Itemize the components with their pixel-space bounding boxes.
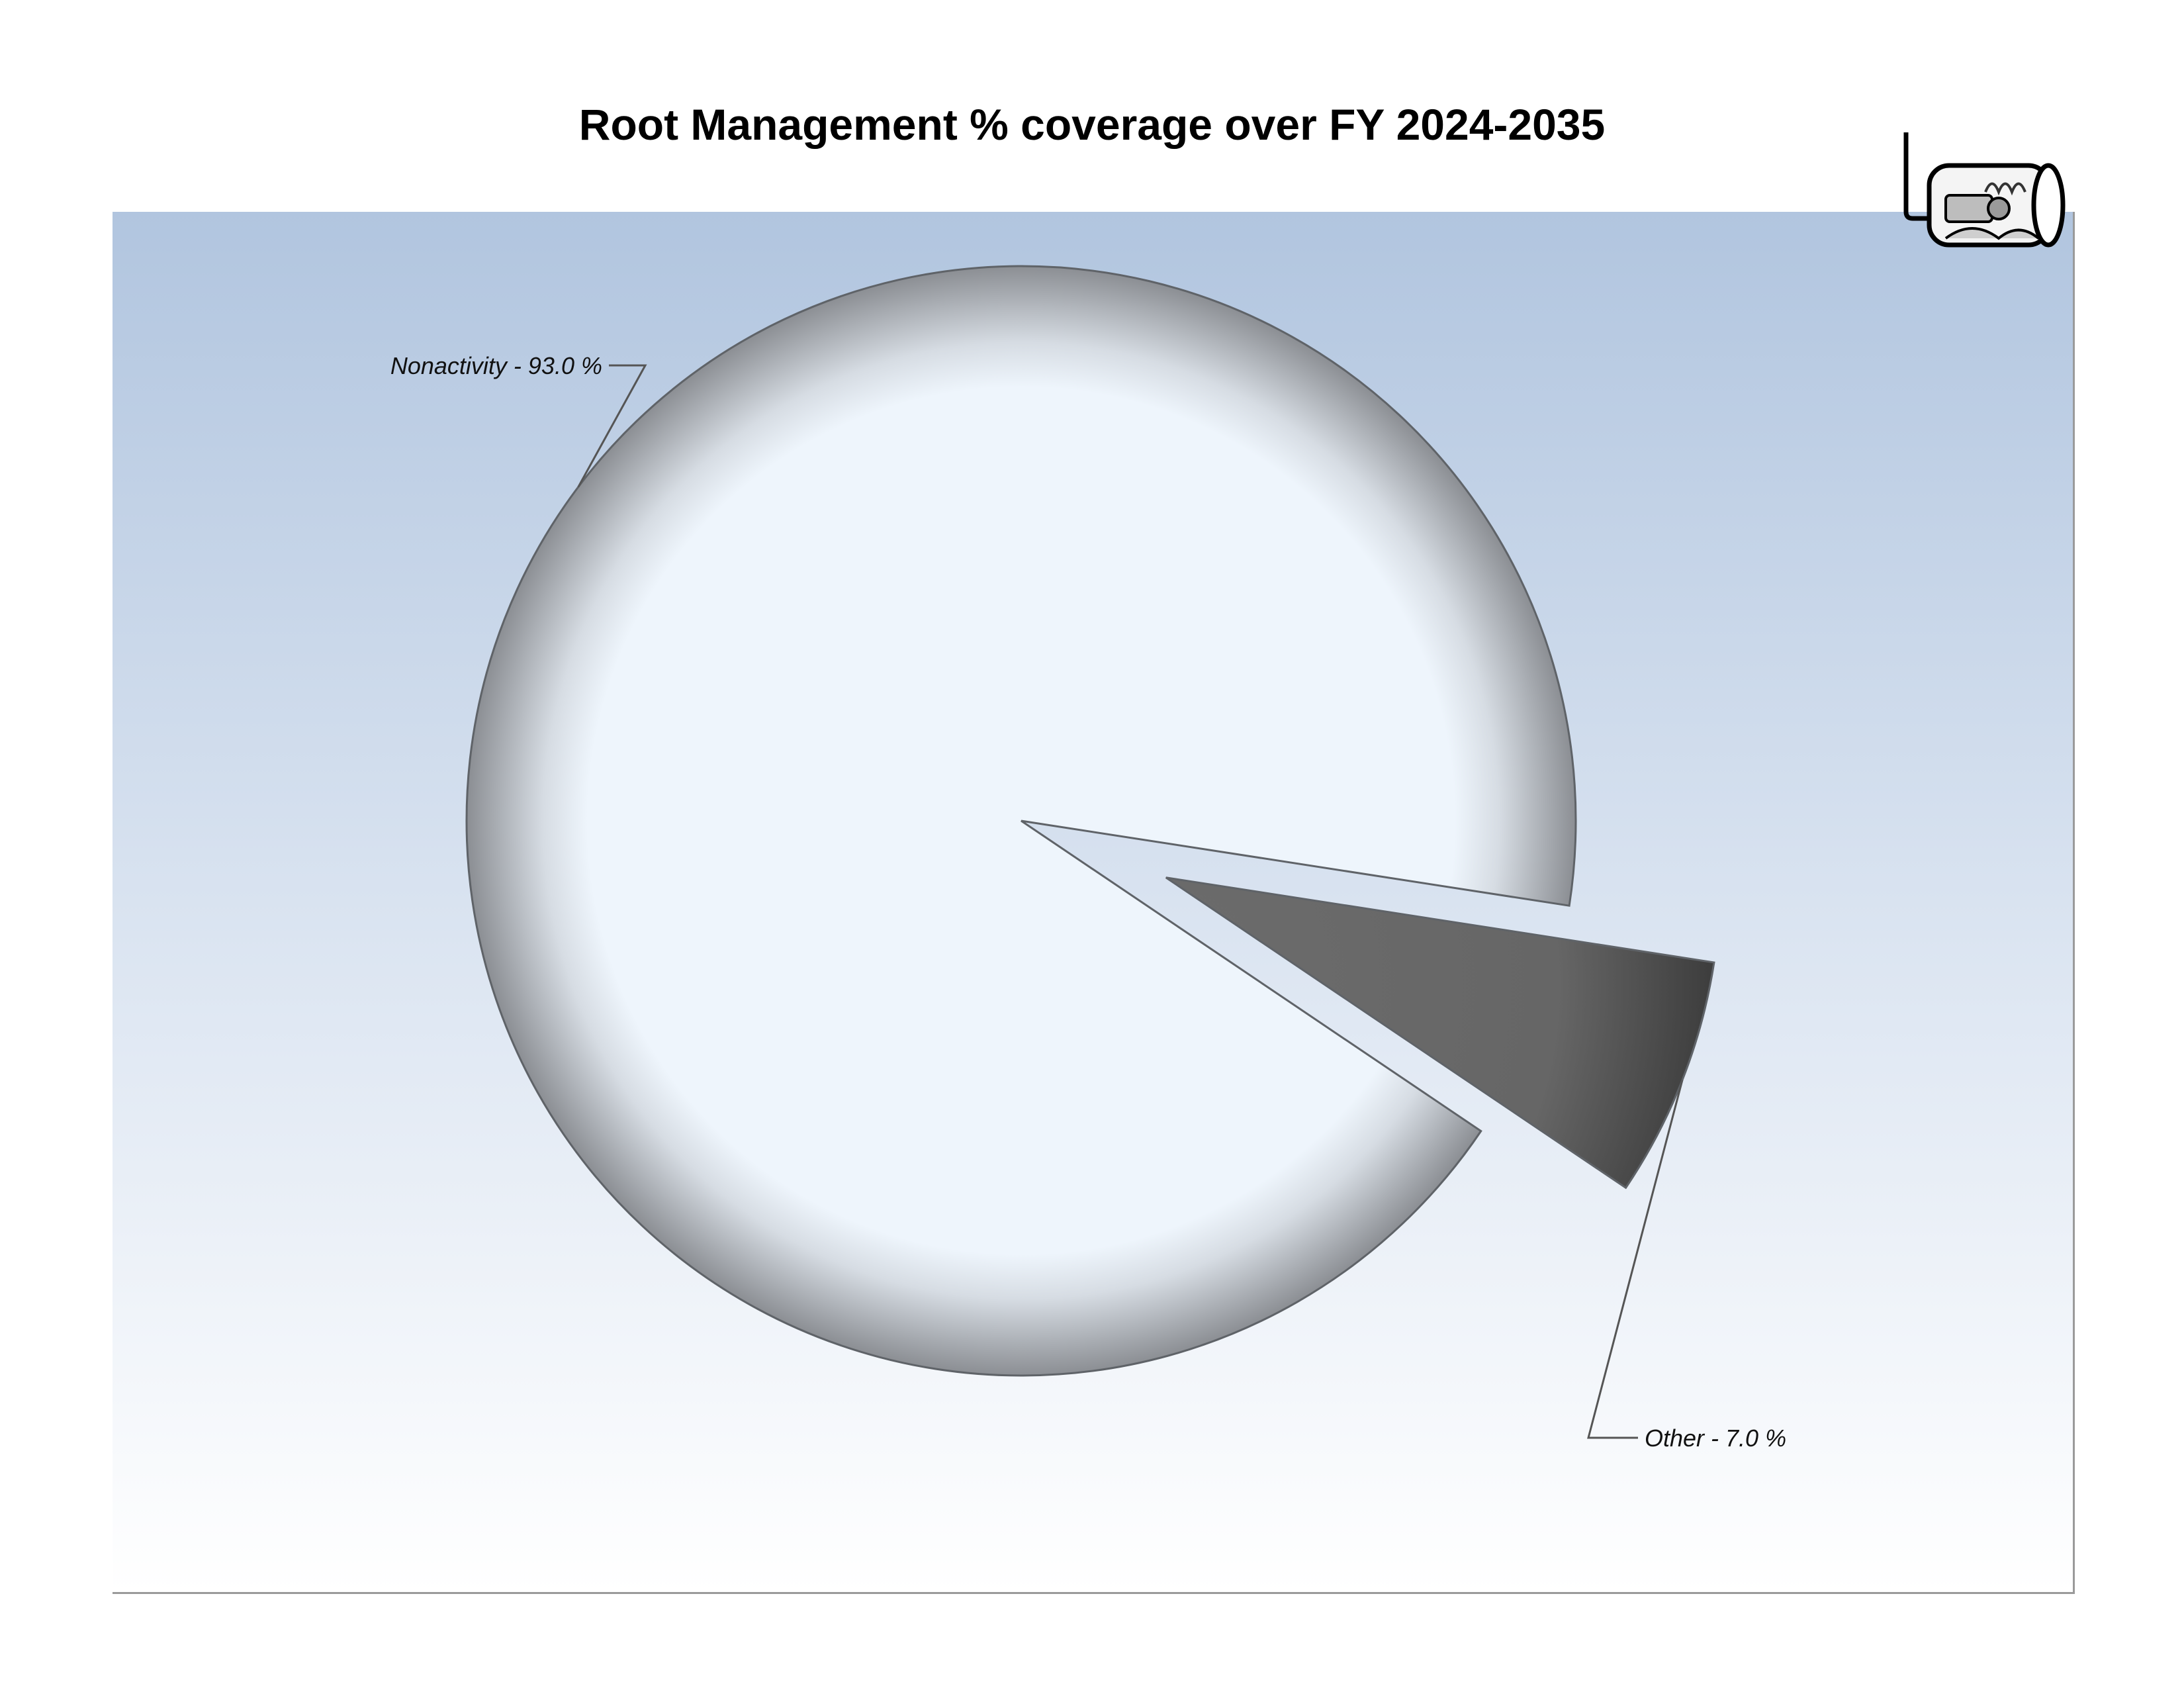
chart-title: Root Management % coverage over FY 2024-… [578, 100, 1606, 149]
pie-slice-nonactivity [465, 265, 1577, 1377]
leader-line-other [1587, 1080, 1684, 1439]
data-label-other: Other - 7.0 % [1645, 1425, 1786, 1452]
pie-labels: Nonactivity - 93.0 % Other - 7.0 % [390, 352, 1786, 1452]
pipe-camera-inspection-icon [1903, 132, 2066, 248]
pie-slices [465, 265, 1715, 1377]
data-label-nonactivity: Nonactivity - 93.0 % [390, 352, 602, 379]
leader-line-nonactivity [577, 364, 647, 488]
